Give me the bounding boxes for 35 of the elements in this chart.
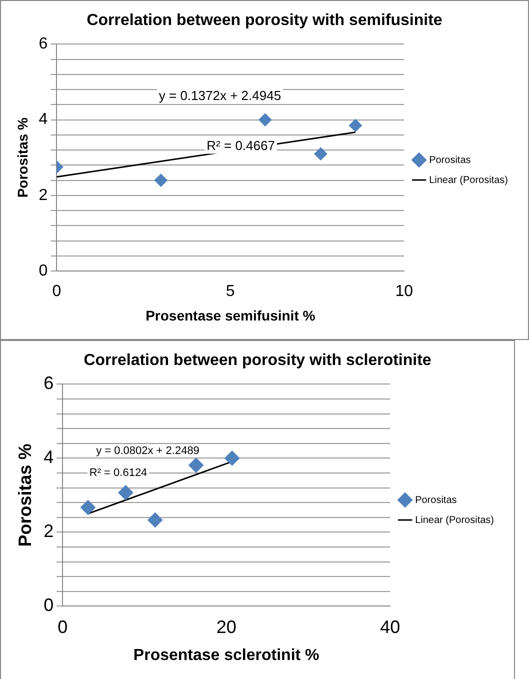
y-tick-label: 4 bbox=[38, 111, 48, 128]
y-tick-label: 2 bbox=[44, 521, 54, 542]
annotation: R² = 0.6124 bbox=[89, 467, 148, 480]
annotation: y = 0.1372x + 2.4945 bbox=[158, 88, 282, 103]
x-tick-label: 0 bbox=[58, 616, 68, 637]
legend-label: Linear (Porositas) bbox=[429, 174, 508, 186]
y-tick-label: 0 bbox=[44, 595, 54, 616]
x-axis-title: Prosentase semifusinit % bbox=[146, 307, 316, 324]
y-tick-label: 6 bbox=[44, 373, 54, 394]
x-tick-label: 10 bbox=[395, 283, 414, 300]
legend-label: Porositas bbox=[429, 154, 471, 166]
x-tick-label: 5 bbox=[226, 283, 235, 300]
y-tick-label: 4 bbox=[44, 447, 54, 468]
chart-title: Correlation between porosity with semifusinite bbox=[86, 12, 442, 30]
legend-label: Porositas bbox=[415, 494, 457, 506]
y-tick-label: 2 bbox=[38, 186, 48, 204]
point bbox=[224, 450, 240, 466]
x-axis-title: Prosentase sclerotinit % bbox=[133, 646, 320, 664]
legend-label: Linear (Porositas) bbox=[415, 514, 494, 526]
annotation: R² = 0.4667 bbox=[206, 138, 275, 153]
x-tick-label: 20 bbox=[216, 616, 236, 637]
point bbox=[188, 458, 204, 473]
y-tick-label: 0 bbox=[38, 262, 48, 280]
y-tick-label: 6 bbox=[38, 36, 48, 53]
point bbox=[80, 500, 96, 515]
x-tick-label: 40 bbox=[380, 616, 400, 637]
annotation: y = 0.0802x + 2.2489 bbox=[96, 444, 200, 457]
y-axis-title: Porositas % bbox=[14, 444, 35, 547]
point bbox=[148, 512, 163, 528]
y-axis-title: Porositas % bbox=[14, 116, 30, 198]
point bbox=[258, 113, 272, 126]
chart-title: Correlation between porosity with sclerotinite bbox=[84, 352, 432, 370]
point bbox=[118, 485, 134, 500]
point bbox=[314, 147, 328, 160]
point bbox=[348, 118, 362, 132]
